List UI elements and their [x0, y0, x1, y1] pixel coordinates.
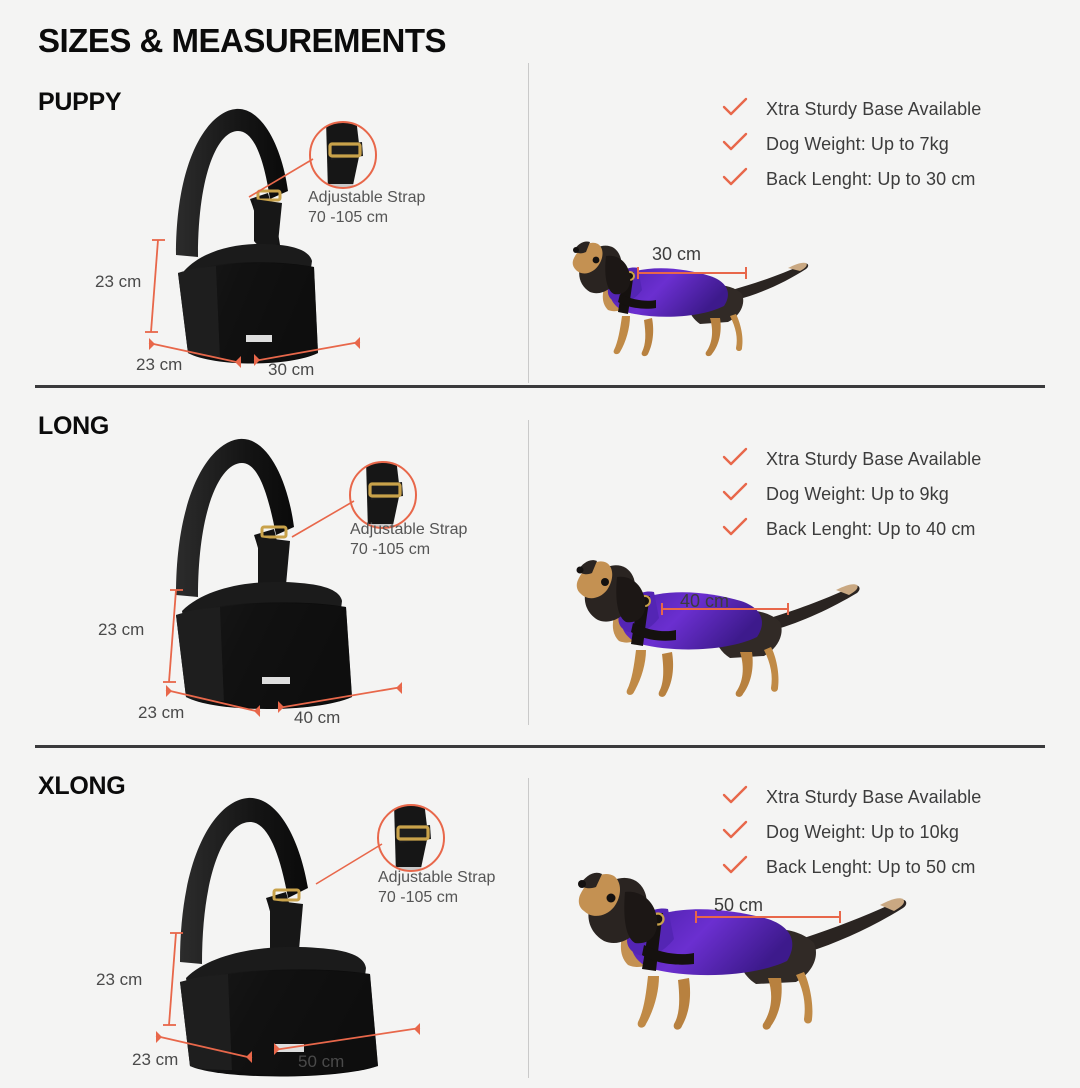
check-icon	[722, 447, 766, 472]
strap-note-long: Adjustable Strap 70 -105 cm	[350, 521, 468, 558]
bag-depth-label-xlong: 23 cm	[132, 1050, 179, 1069]
dog-illustration-long	[562, 556, 892, 721]
bag-width-label-long: 40 cm	[294, 708, 341, 727]
bag-width-arrow-long	[277, 682, 403, 713]
feature-label: Back Lenght: Up to 50 cm	[766, 857, 976, 877]
feature-item: Xtra Sturdy Base Available	[722, 780, 981, 815]
feature-item: Dog Weight: Up to 10kg	[722, 815, 981, 850]
dog-measure-arrow-puppy	[637, 267, 747, 279]
feature-label: Dog Weight: Up to 10kg	[766, 822, 959, 842]
bag-width-label-xlong: 50 cm	[298, 1052, 345, 1071]
dog-measure-arrow-long	[661, 603, 789, 615]
bag-illustration-long	[150, 425, 450, 715]
check-icon	[722, 855, 766, 880]
bag-depth-label-puppy: 23 cm	[136, 355, 183, 374]
strap-magnifier-xlong	[368, 795, 454, 886]
feature-list-xlong: Xtra Sturdy Base Available Dog Weight: U…	[722, 780, 981, 885]
feature-label: Xtra Sturdy Base Available	[766, 449, 982, 469]
strap-magnifier-puppy	[300, 112, 386, 203]
strap-note-puppy: Adjustable Strap 70 -105 cm	[308, 189, 426, 226]
bag-width-label-puppy: 30 cm	[268, 360, 315, 379]
size-label-long: LONG	[38, 412, 110, 440]
check-icon	[722, 482, 766, 507]
bag-depth-arrow-long	[165, 685, 261, 717]
leader-line-long	[291, 500, 355, 538]
bag-illustration-puppy	[150, 95, 430, 375]
feature-item: Dog Weight: Up to 7kg	[722, 127, 981, 162]
feature-label: Xtra Sturdy Base Available	[766, 99, 982, 119]
check-icon	[722, 97, 766, 122]
dog-measure-arrow-xlong	[695, 911, 841, 923]
bag-depth-arrow-puppy	[148, 338, 242, 368]
feature-item: Dog Weight: Up to 9kg	[722, 477, 981, 512]
page-title: SIZES & MEASUREMENTS	[38, 22, 447, 59]
check-icon	[722, 785, 766, 810]
bag-width-arrow-xlong	[273, 1023, 421, 1055]
check-icon	[722, 167, 766, 192]
check-icon	[722, 517, 766, 542]
feature-item: Back Lenght: Up to 40 cm	[722, 512, 981, 547]
size-label-puppy: PUPPY	[38, 88, 122, 116]
bag-depth-label-long: 23 cm	[138, 703, 185, 722]
dog-illustration-xlong	[562, 868, 942, 1053]
bag-height-arrow-xlong	[163, 932, 183, 1026]
dog-measure-label-xlong: 50 cm	[714, 895, 764, 915]
feature-item: Back Lenght: Up to 50 cm	[722, 850, 981, 885]
check-icon	[722, 820, 766, 845]
bag-depth-arrow-xlong	[155, 1031, 253, 1063]
leader-line-puppy	[248, 158, 314, 198]
feature-item: Xtra Sturdy Base Available	[722, 92, 981, 127]
feature-label: Back Lenght: Up to 30 cm	[766, 169, 976, 189]
bag-height-arrow-long	[163, 589, 183, 683]
bag-height-label-long: 23 cm	[98, 620, 145, 639]
column-divider-1	[528, 63, 529, 383]
bag-width-arrow-puppy	[253, 337, 361, 366]
feature-list-long: Xtra Sturdy Base Available Dog Weight: U…	[722, 442, 981, 547]
bag-illustration-xlong	[150, 782, 480, 1082]
feature-item: Xtra Sturdy Base Available	[722, 442, 981, 477]
section-divider-1	[35, 385, 1045, 388]
dog-measure-label-long: 40 cm	[680, 591, 730, 611]
feature-label: Dog Weight: Up to 7kg	[766, 134, 949, 154]
feature-list-puppy: Xtra Sturdy Base Available Dog Weight: U…	[722, 92, 981, 197]
strap-magnifier-long	[340, 452, 426, 543]
dog-illustration-puppy	[560, 238, 840, 373]
column-divider-2	[528, 420, 529, 725]
strap-note-xlong: Adjustable Strap 70 -105 cm	[378, 869, 496, 906]
size-label-xlong: XLONG	[38, 772, 126, 800]
dog-measure-label-puppy: 30 cm	[652, 244, 702, 264]
section-divider-2	[35, 745, 1045, 748]
bag-height-arrow-puppy	[145, 239, 165, 333]
bag-height-label-puppy: 23 cm	[95, 272, 142, 291]
column-divider-3	[528, 778, 529, 1078]
feature-label: Xtra Sturdy Base Available	[766, 787, 982, 807]
feature-item: Back Lenght: Up to 30 cm	[722, 162, 981, 197]
leader-line-xlong	[315, 843, 383, 885]
check-icon	[722, 132, 766, 157]
bag-height-label-xlong: 23 cm	[96, 970, 143, 989]
feature-label: Back Lenght: Up to 40 cm	[766, 519, 976, 539]
feature-label: Dog Weight: Up to 9kg	[766, 484, 949, 504]
